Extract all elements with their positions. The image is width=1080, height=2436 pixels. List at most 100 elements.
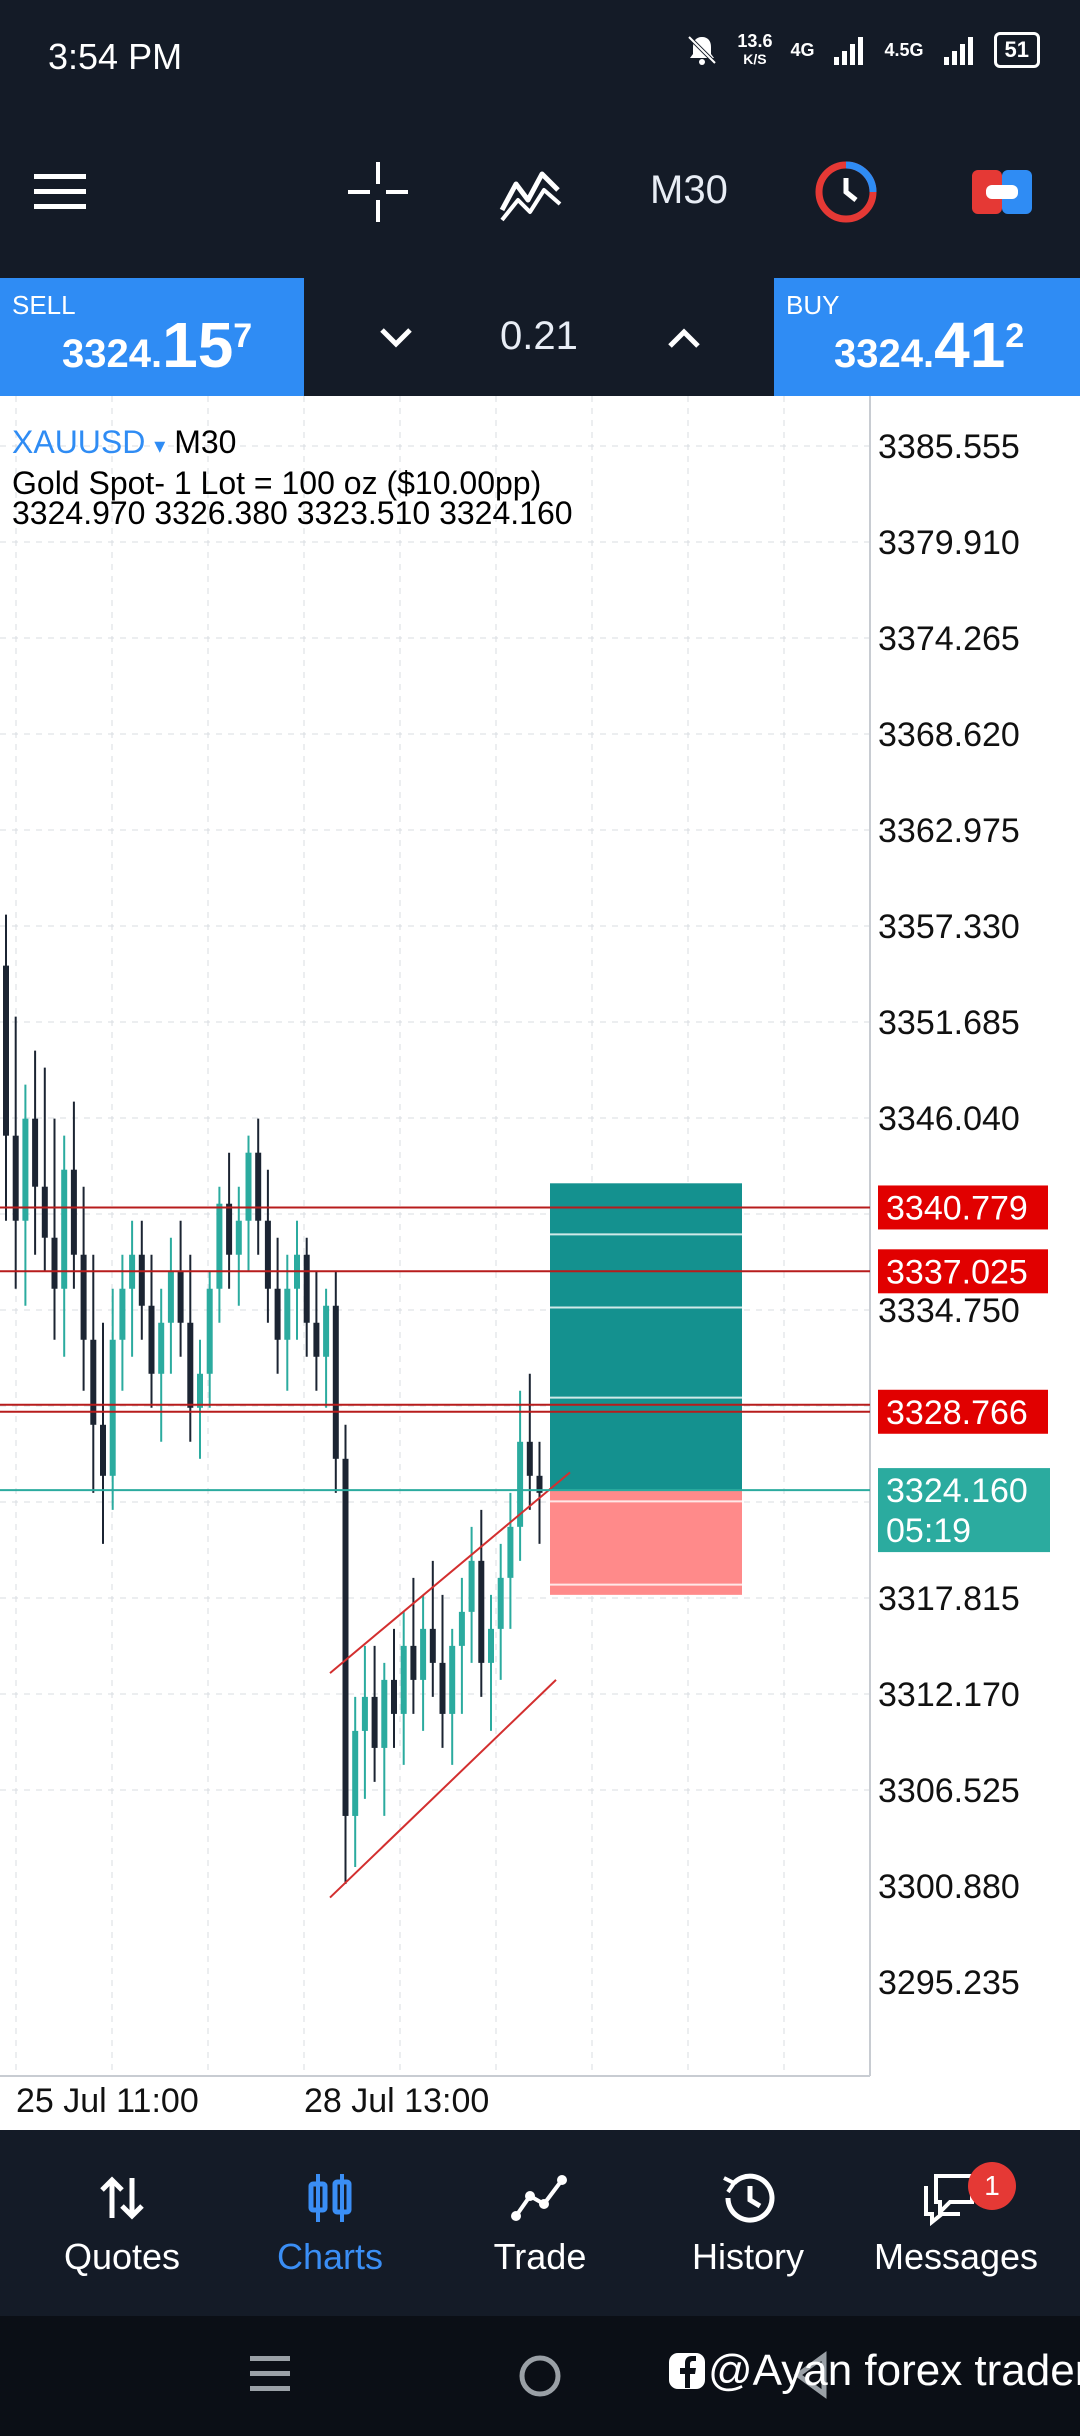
chart-symbol[interactable]: XAUUSD ▾ M30 (12, 424, 236, 461)
sell-price-big: 15 (162, 309, 234, 381)
indicators-icon[interactable] (498, 160, 564, 224)
back-icon[interactable] (790, 2350, 830, 2400)
candle-body (100, 1424, 106, 1476)
candle-body (371, 1696, 378, 1748)
price-tick-label: 3306.525 (878, 1772, 1020, 1810)
price-tick-label: 3374.265 (878, 620, 1020, 658)
current-price-label: 3324.160 (886, 1472, 1028, 1510)
sell-price-head: 3324. (62, 332, 163, 376)
price-tick-label: 3357.330 (878, 908, 1020, 946)
recent-apps-icon[interactable] (248, 2350, 292, 2398)
history-icon (723, 2173, 775, 2223)
buy-label: BUY (786, 290, 840, 320)
trend-icon (511, 2175, 567, 2221)
nav-trade-label: Trade (493, 2236, 587, 2277)
candle-body (274, 1288, 281, 1340)
messages-badge: 1 (968, 2162, 1016, 2210)
chart-toolbar: M30 (0, 120, 1080, 278)
candle-body (255, 1152, 262, 1221)
time-tick-label: 28 Jul 13:00 (304, 2082, 489, 2120)
candle-body (517, 1441, 524, 1527)
candle-body (41, 1186, 48, 1238)
candle-body (206, 1288, 213, 1374)
channel-line-upper (329, 1471, 571, 1674)
price-tick-label: 3385.555 (878, 428, 1020, 466)
candle-body (468, 1560, 475, 1612)
one-click-trading-icon[interactable] (814, 160, 878, 224)
candle-body (458, 1611, 465, 1646)
candle-body (158, 1322, 165, 1374)
bottom-navigation: Quotes Charts Trade History Messages 1 (0, 2130, 1080, 2316)
time-tick-label: 25 Jul 11:00 (16, 2082, 199, 2120)
signal-icon (834, 37, 864, 65)
candle-body (323, 1305, 330, 1357)
candle-body (138, 1254, 145, 1306)
chart-description: Gold Spot- 1 Lot = 100 oz ($10.00pp) 332… (12, 467, 573, 529)
price-tick-label: 3317.815 (878, 1580, 1020, 1618)
candle-body (439, 1662, 446, 1714)
decrease-lot-icon[interactable] (374, 316, 418, 360)
candle-body (70, 1169, 77, 1255)
candle-body (361, 1696, 368, 1731)
buy-price-sup: 2 (1005, 316, 1025, 355)
candle-body (22, 1118, 29, 1221)
arrows-updown-icon (100, 2176, 144, 2220)
candle-body (352, 1730, 359, 1816)
increase-lot-icon[interactable] (662, 316, 706, 360)
current-price-tag (878, 1468, 1050, 1553)
candle-body (449, 1645, 456, 1714)
lot-size-input[interactable]: 0.21 (500, 314, 578, 358)
status-icons: 13.6 K/S 4G 4.5G 51 (685, 32, 1040, 68)
speed-value: 13.6 (737, 31, 773, 51)
candle-body (391, 1679, 397, 1714)
sell-button[interactable]: SELL 3324.157 (0, 278, 304, 396)
status-bar: 3:54 PM 13.6 K/S 4G 4.5G 51 (0, 0, 1080, 120)
new-order-icon[interactable] (970, 166, 1034, 218)
price-level-tag (878, 1249, 1048, 1294)
candle-body (400, 1645, 407, 1714)
price-level-label: 3328.766 (886, 1394, 1028, 1432)
home-icon[interactable] (516, 2352, 564, 2400)
price-tick-label: 3368.620 (878, 716, 1020, 754)
price-tick-label: 3295.235 (878, 1964, 1020, 2002)
candle-body (410, 1645, 417, 1680)
nav-history[interactable]: History (648, 2170, 848, 2278)
system-navigation (0, 2316, 1080, 2436)
chart-timeframe: M30 (174, 424, 237, 460)
price-chart[interactable]: 3340.779 3337.025 3328.766 3324.160 05:19 338… (0, 396, 1080, 2130)
signal-icon-2 (943, 37, 973, 65)
candle-body (90, 1339, 97, 1425)
bell-muted-icon (688, 35, 717, 65)
buy-price-head: 3324. (834, 332, 935, 376)
candle-body (187, 1322, 194, 1408)
candles-icon (308, 2174, 352, 2222)
symbol-name: XAUUSD (12, 424, 146, 460)
price-tick-label: 3346.040 (878, 1100, 1020, 1138)
price-tick-label: 3312.170 (878, 1676, 1020, 1714)
buy-button[interactable]: BUY 3324.412 (774, 278, 1080, 396)
price-level-tag (878, 1185, 1048, 1230)
nav-charts[interactable]: Charts (230, 2170, 430, 2278)
battery-indicator: 51 (993, 32, 1040, 68)
nav-messages-label: Messages (873, 2236, 1039, 2277)
candle-body (264, 1220, 271, 1289)
nav-trade[interactable]: Trade (440, 2170, 640, 2278)
timeframe-button[interactable]: M30 (650, 168, 728, 212)
candle-body (216, 1203, 223, 1289)
menu-icon[interactable] (32, 164, 88, 220)
nav-quotes[interactable]: Quotes (22, 2170, 222, 2278)
candle-body (167, 1271, 174, 1323)
candle-body (177, 1271, 184, 1323)
price-level-label: 3340.779 (886, 1189, 1028, 1227)
price-level-tag (878, 1389, 1048, 1434)
candle-body (507, 1526, 514, 1578)
nav-history-label: History (691, 2236, 804, 2277)
candle-body (61, 1169, 68, 1289)
crosshair-icon[interactable] (346, 160, 410, 224)
candle-body (381, 1679, 388, 1748)
buy-price: 3324.412 (834, 308, 1024, 382)
facebook-icon (669, 2353, 705, 2389)
candle-body (478, 1560, 485, 1663)
nav-messages[interactable]: Messages 1 (856, 2162, 1056, 2278)
